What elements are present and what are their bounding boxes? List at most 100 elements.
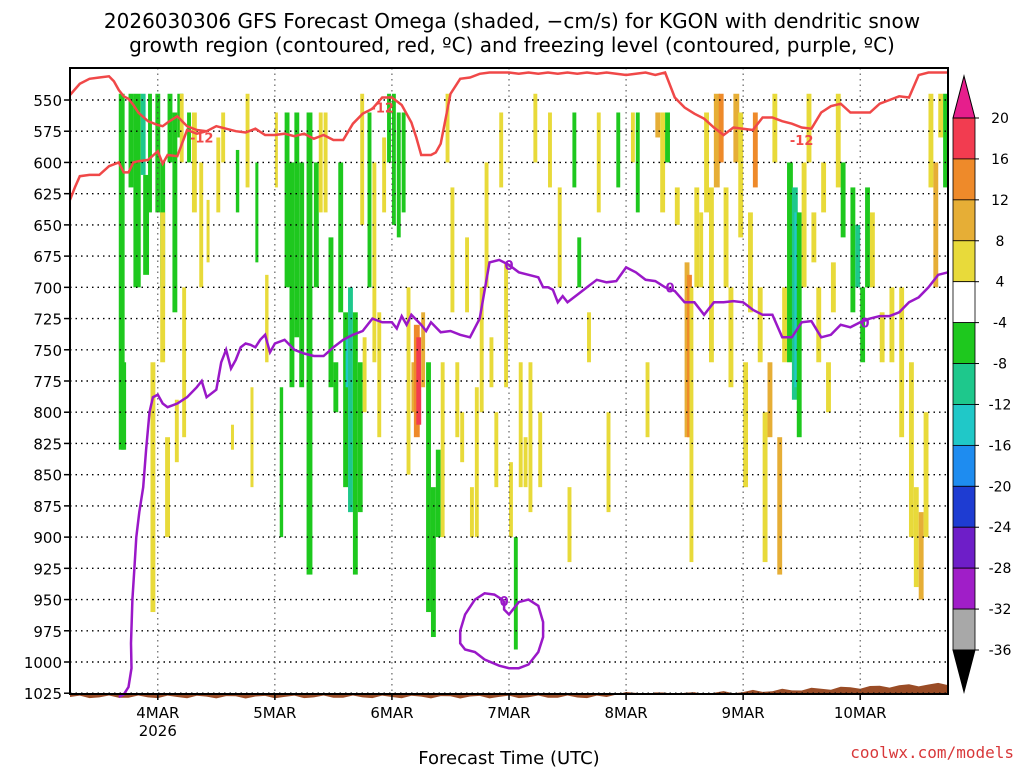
omega-streak-132 xyxy=(816,287,822,363)
contour-lines: -12 -12 -12 0 0 0 0 xyxy=(68,71,949,699)
omega-streak-134 xyxy=(826,362,831,413)
y-tick-label-19: 1025 xyxy=(24,685,62,703)
colorbar-label-12: -32 xyxy=(989,602,1012,618)
omega-streak-25 xyxy=(235,149,240,213)
omega-streak-150 xyxy=(928,93,934,188)
colorbar-label-7: -12 xyxy=(989,397,1012,413)
y-tick-label-5: 675 xyxy=(33,248,62,266)
omega-streak-52 xyxy=(377,312,382,438)
omega-streak-153 xyxy=(943,93,948,188)
chart-title-line2: growth region (contoured, red, ºC) and f… xyxy=(129,33,895,57)
colorbar-bin-4 xyxy=(952,281,976,324)
omega-streak-18 xyxy=(182,287,187,438)
credit-text: coolwx.com/models xyxy=(850,743,1014,762)
omega-streak-43 xyxy=(343,312,349,488)
omega-streak-98 xyxy=(645,362,650,438)
y-tick-label-2: 600 xyxy=(33,154,62,172)
omega-streak-55 xyxy=(391,93,396,225)
omega-streak-145 xyxy=(899,287,905,438)
omega-streak-144 xyxy=(889,287,895,363)
colorbar-label-3: 8 xyxy=(996,234,1005,250)
x-tick-label-4: 8MAR xyxy=(604,704,647,722)
omega-streak-73 xyxy=(474,387,479,538)
omega-streak-115 xyxy=(738,112,744,238)
omega-streak-120 xyxy=(762,412,768,563)
omega-streak-29 xyxy=(265,274,269,363)
y-tick-label-17: 975 xyxy=(33,623,62,641)
omega-streak-53 xyxy=(382,137,387,213)
omega-streak-61 xyxy=(416,337,422,425)
freezing-level-contour xyxy=(118,258,949,699)
omega-streak-67 xyxy=(445,93,450,163)
dgz-label-1: -12 xyxy=(370,101,394,116)
omega-streak-15 xyxy=(165,437,170,538)
omega-streak-81 xyxy=(513,537,518,650)
omega-streak-54 xyxy=(387,93,391,163)
omega-streak-112 xyxy=(723,187,729,288)
omega-streak-85 xyxy=(533,93,538,163)
colorbar-bin-6 xyxy=(952,363,976,405)
omega-streak-48 xyxy=(360,93,365,225)
omega-streak-101 xyxy=(665,112,670,163)
omega-streak-57 xyxy=(401,112,406,213)
omega-streak-96 xyxy=(630,112,635,163)
colorbar-bin-5 xyxy=(952,322,976,364)
x-axis-label: Forecast Time (UTC) xyxy=(418,748,599,768)
colorbar-bin-0 xyxy=(952,117,976,160)
omega-streak-27 xyxy=(250,387,254,488)
omega-streak-72 xyxy=(469,487,474,538)
omega-streak-47 xyxy=(357,362,363,513)
omega-streak-69 xyxy=(455,362,460,438)
colorbar-label-0: 20 xyxy=(991,111,1009,127)
omega-streak-125 xyxy=(787,162,793,363)
x-tick-sublabel-0: 2026 xyxy=(139,722,177,740)
omega-streak-39 xyxy=(323,112,328,213)
y-tick-label-13: 875 xyxy=(33,498,62,516)
dgz-contour-lower xyxy=(68,128,207,201)
y-tick-label-9: 775 xyxy=(33,373,62,391)
y-axis-ticks: 550 575 600 625 650 675 700 725 750 775 800 825 850 8… xyxy=(24,92,70,703)
omega-streak-26 xyxy=(245,93,250,188)
omega-streak-40 xyxy=(328,237,334,388)
omega-streak-76 xyxy=(489,337,494,388)
omega-streak-119 xyxy=(757,287,763,363)
omega-streak-22 xyxy=(216,137,221,213)
omega-streak-11 xyxy=(187,112,191,163)
colorbar-bin-9 xyxy=(952,485,976,528)
omega-streak-124 xyxy=(782,287,788,363)
omega-streak-36 xyxy=(306,112,313,575)
omega-streak-17 xyxy=(179,93,184,163)
y-tick-label-14: 900 xyxy=(33,529,62,547)
omega-streak-45 xyxy=(348,287,353,513)
omega-streak-88 xyxy=(557,187,562,288)
colorbar-label-11: -28 xyxy=(989,561,1012,577)
colorbar-bin-2 xyxy=(952,199,976,242)
omega-streak-131 xyxy=(811,212,817,263)
omega-streak-95 xyxy=(616,112,621,188)
colorbar-bin-11 xyxy=(952,567,976,610)
omega-streak-87 xyxy=(548,112,552,188)
omega-streak-83 xyxy=(523,437,528,488)
omega-streak-28 xyxy=(255,162,259,263)
omega-streak-133 xyxy=(821,162,827,213)
omega-streak-75 xyxy=(484,162,489,288)
y-tick-label-7: 725 xyxy=(33,311,62,329)
omega-streak-108 xyxy=(704,112,709,213)
y-tick-label-4: 650 xyxy=(33,217,62,235)
omega-streak-143 xyxy=(879,312,885,363)
dgz-label-2: -12 xyxy=(790,134,814,149)
freezing-label-2: 0 xyxy=(861,316,870,331)
omega-streak-99 xyxy=(655,112,661,138)
dgz-label-0: -12 xyxy=(190,131,214,146)
omega-streak-86 xyxy=(538,412,543,488)
omega-streak-32 xyxy=(284,112,290,288)
omega-streak-38 xyxy=(318,112,323,213)
y-tick-label-6: 700 xyxy=(33,279,62,297)
omega-streak-113 xyxy=(728,287,734,388)
omega-streak-51 xyxy=(372,162,377,363)
omega-streak-140 xyxy=(860,287,866,363)
x-tick-label-0: 4MAR xyxy=(136,704,179,722)
y-tick-label-11: 825 xyxy=(33,435,62,453)
omega-streak-90 xyxy=(572,112,577,188)
colorbar-bin-1 xyxy=(952,158,976,201)
